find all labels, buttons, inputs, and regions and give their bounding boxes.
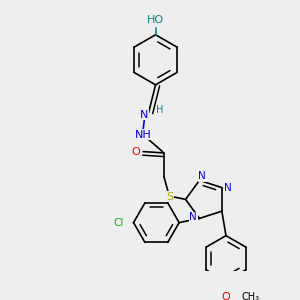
Text: N: N	[198, 171, 206, 181]
Text: Cl: Cl	[113, 218, 124, 228]
Text: CH₃: CH₃	[241, 292, 260, 300]
Text: H: H	[156, 105, 164, 115]
Text: HO: HO	[147, 15, 164, 25]
Text: N: N	[189, 212, 197, 222]
Text: O: O	[222, 292, 230, 300]
Text: N: N	[140, 110, 148, 120]
Text: O: O	[132, 147, 140, 157]
Text: NH: NH	[135, 130, 152, 140]
Text: S: S	[166, 192, 173, 202]
Text: N: N	[224, 183, 232, 193]
